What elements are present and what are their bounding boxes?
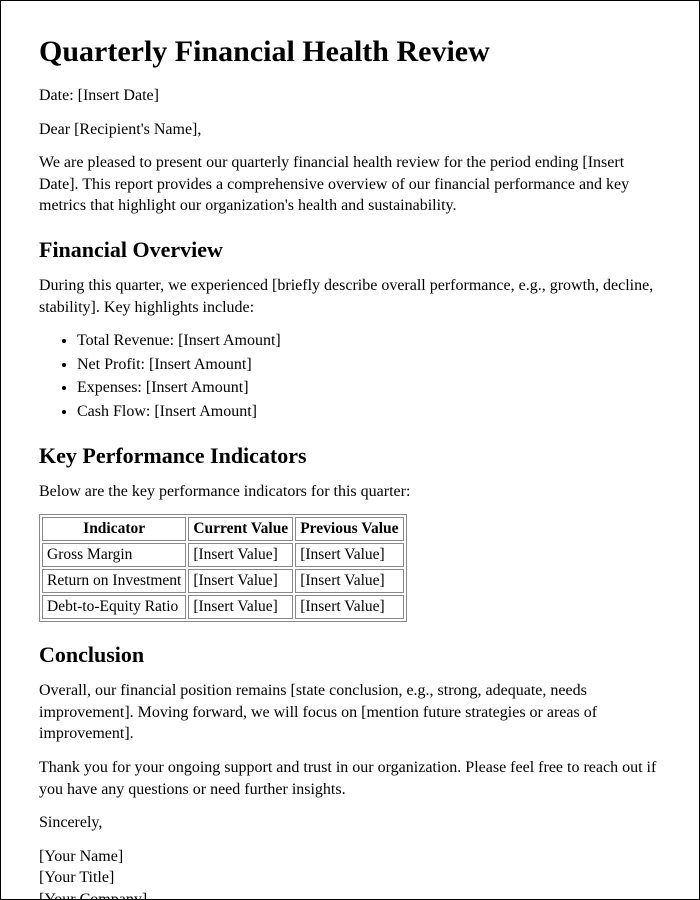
table-cell: [Insert Value] xyxy=(295,543,403,567)
table-row: Debt-to-Equity Ratio [Insert Value] [Ins… xyxy=(42,595,404,619)
kpi-table: Indicator Current Value Previous Value G… xyxy=(39,514,407,622)
list-item: Cash Flow: [Insert Amount] xyxy=(77,401,661,423)
conclusion-p1: Overall, our financial position remains … xyxy=(39,680,661,745)
conclusion-p2: Thank you for your ongoing support and t… xyxy=(39,757,661,800)
table-cell: [Insert Value] xyxy=(295,569,403,593)
kpi-intro: Below are the key performance indicators… xyxy=(39,481,661,503)
list-item: Net Profit: [Insert Amount] xyxy=(77,354,661,376)
table-row: Gross Margin [Insert Value] [Insert Valu… xyxy=(42,543,404,567)
signature-company: [Your Company] xyxy=(39,889,661,900)
table-header-row: Indicator Current Value Previous Value xyxy=(42,517,404,541)
table-cell: [Insert Value] xyxy=(188,595,293,619)
table-cell: [Insert Value] xyxy=(295,595,403,619)
salutation: Dear [Recipient's Name], xyxy=(39,119,661,141)
document-page: Quarterly Financial Health Review Date: … xyxy=(0,0,700,900)
list-item: Expenses: [Insert Amount] xyxy=(77,377,661,399)
list-item: Total Revenue: [Insert Amount] xyxy=(77,330,661,352)
signature-name: [Your Name] xyxy=(39,846,661,868)
page-title: Quarterly Financial Health Review xyxy=(39,35,661,69)
closing: Sincerely, xyxy=(39,812,661,834)
table-header: Current Value xyxy=(188,517,293,541)
table-cell: Debt-to-Equity Ratio xyxy=(42,595,186,619)
overview-paragraph: During this quarter, we experienced [bri… xyxy=(39,275,661,318)
kpi-heading: Key Performance Indicators xyxy=(39,443,661,469)
table-cell: Return on Investment xyxy=(42,569,186,593)
date-line: Date: [Insert Date] xyxy=(39,85,661,107)
table-cell: Gross Margin xyxy=(42,543,186,567)
intro-paragraph: We are pleased to present our quarterly … xyxy=(39,152,661,217)
overview-highlights-list: Total Revenue: [Insert Amount] Net Profi… xyxy=(39,330,661,422)
table-cell: [Insert Value] xyxy=(188,569,293,593)
table-header: Indicator xyxy=(42,517,186,541)
overview-heading: Financial Overview xyxy=(39,237,661,263)
table-header: Previous Value xyxy=(295,517,403,541)
table-row: Return on Investment [Insert Value] [Ins… xyxy=(42,569,404,593)
table-cell: [Insert Value] xyxy=(188,543,293,567)
signature-title: [Your Title] xyxy=(39,867,661,889)
conclusion-heading: Conclusion xyxy=(39,642,661,668)
